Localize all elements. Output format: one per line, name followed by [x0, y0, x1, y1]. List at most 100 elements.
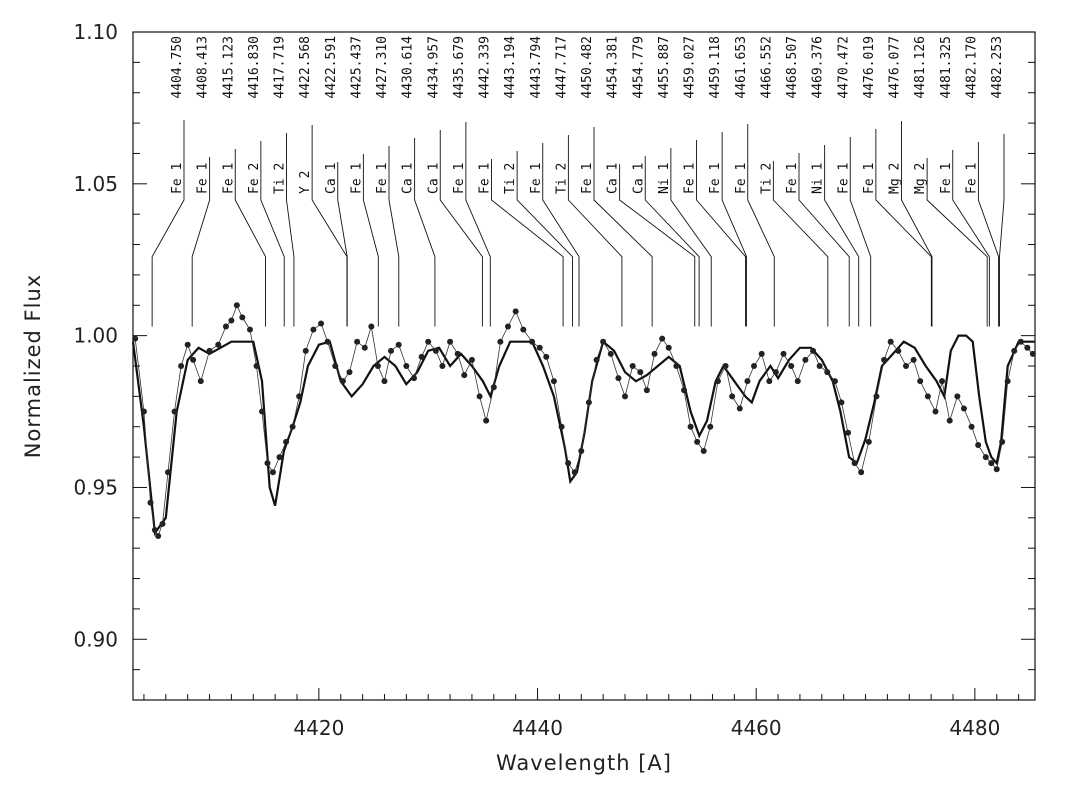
line-wavelength-label: 4417.719 — [273, 36, 288, 99]
observed-point — [468, 356, 475, 363]
observed-point — [578, 448, 585, 455]
observed-point — [939, 378, 946, 385]
observed-point — [585, 399, 592, 406]
line-wavelength-label: 4430.614 — [401, 36, 416, 99]
observed-point — [960, 405, 967, 412]
observed-point — [140, 408, 147, 415]
observed-point — [151, 526, 158, 533]
observed-point — [615, 375, 622, 382]
observed-point — [239, 314, 246, 321]
observed-point — [714, 378, 721, 385]
observed-point — [132, 335, 139, 342]
line-marker-leader — [491, 159, 564, 327]
observed-point — [824, 369, 831, 376]
observed-point — [197, 378, 204, 385]
line-element-label: Y 2 — [298, 171, 313, 194]
observed-point — [536, 344, 543, 351]
line-marker-leader — [875, 129, 932, 327]
observed-point — [206, 347, 213, 354]
line-element-label: Ca 1 — [401, 163, 416, 194]
line-element-label: Ti 2 — [554, 163, 569, 194]
observed-point — [694, 438, 701, 445]
observed-point — [432, 347, 439, 354]
observed-point — [178, 363, 185, 369]
line-wavelength-label: 4476.077 — [888, 36, 903, 99]
x-tick-label: 4440 — [512, 716, 563, 740]
observed-point — [700, 448, 707, 455]
observed-point — [802, 356, 809, 363]
observed-point — [476, 393, 483, 400]
line-wavelength-label: 4442.339 — [478, 36, 493, 99]
line-wavelength-label: 4425.437 — [349, 36, 364, 99]
line-wavelength-label: 4454.381 — [606, 36, 621, 99]
observed-point — [1029, 350, 1036, 357]
observed-point — [512, 308, 519, 315]
line-wavelength-label: 4461.653 — [734, 36, 749, 99]
observed-point — [845, 429, 852, 436]
observed-point — [388, 347, 395, 354]
y-axis-title: Normalized Flux — [21, 274, 45, 458]
line-wavelength-label: 4454.779 — [631, 36, 646, 99]
observed-point — [665, 344, 672, 351]
line-element-label: Ti 2 — [759, 163, 774, 194]
line-marker-leader — [234, 149, 266, 327]
observed-point — [687, 423, 694, 430]
line-element-label: Fe 1 — [964, 163, 979, 194]
observed-point — [895, 347, 902, 354]
observed-point — [729, 393, 736, 400]
observed-point — [681, 387, 688, 394]
observed-point — [529, 338, 536, 345]
observed-point — [289, 423, 296, 430]
observed-point — [454, 350, 461, 357]
line-marker-leader — [696, 140, 747, 327]
line-wavelength-label: 4459.118 — [708, 36, 723, 99]
line-wavelength-label: 4459.027 — [683, 36, 698, 99]
observed-point — [607, 350, 614, 357]
observed-point — [543, 353, 550, 360]
line-marker-leader — [952, 150, 990, 327]
observed-point — [629, 363, 636, 369]
plot-frame — [132, 31, 1036, 701]
observed-point — [164, 469, 171, 476]
observed-point — [858, 469, 865, 476]
observed-point — [975, 441, 982, 448]
line-element-label: Fe 1 — [375, 163, 390, 194]
line-wavelength-label: 4434.957 — [426, 36, 441, 99]
y-tick-label: 1.05 — [73, 172, 118, 196]
line-marker-leader — [362, 154, 379, 327]
observed-point — [651, 350, 658, 357]
line-element-label: Fe 1 — [580, 163, 595, 194]
y-tick-label: 0.95 — [73, 475, 118, 499]
observed-point — [707, 423, 714, 430]
x-tick-label: 4480 — [949, 716, 1000, 740]
line-marker-leader — [926, 158, 988, 327]
line-element-label: Fe 2 — [247, 163, 262, 194]
observed-point — [520, 326, 527, 333]
observed-point — [751, 363, 758, 369]
line-element-label: Fe 1 — [349, 163, 364, 194]
line-wavelength-label: 4435.679 — [452, 36, 467, 99]
observed-point — [264, 460, 271, 467]
observed-point — [346, 369, 353, 376]
observed-point — [873, 393, 880, 400]
line-wavelength-label: 4422.591 — [324, 36, 339, 99]
observed-point — [1004, 378, 1011, 385]
line-element-label: Ca 1 — [631, 163, 646, 194]
observed-point — [831, 378, 838, 385]
line-element-label: Ti 2 — [273, 163, 288, 194]
axis-ticks: 4420 4440 4460 4480 0.90 0.95 1.00 1.05 1.10 — [73, 20, 1035, 740]
observed-point — [968, 423, 975, 430]
line-wavelength-label: 4408.413 — [196, 36, 211, 99]
line-marker-leader — [999, 134, 1005, 327]
observed-point — [993, 466, 1000, 473]
line-element-label: Mg 2 — [913, 163, 928, 194]
observed-point — [361, 344, 368, 351]
observed-point — [736, 405, 743, 412]
observed-point — [838, 399, 845, 406]
line-marker-leader — [542, 143, 580, 327]
observed-point — [999, 438, 1006, 445]
observed-point — [318, 320, 325, 327]
line-marker-leader — [772, 161, 829, 327]
observed-point — [673, 363, 680, 369]
line-element-label: Ca 1 — [606, 163, 621, 194]
